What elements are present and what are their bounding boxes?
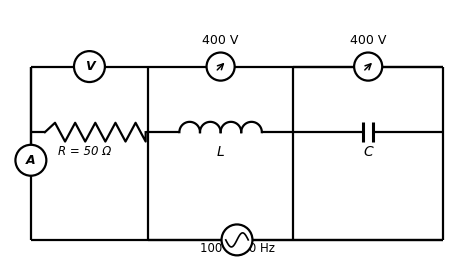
Circle shape — [16, 145, 46, 176]
Circle shape — [207, 52, 235, 81]
Text: R = 50 Ω: R = 50 Ω — [58, 145, 111, 158]
Text: V: V — [85, 60, 94, 73]
Circle shape — [354, 52, 382, 81]
Circle shape — [221, 224, 253, 255]
Circle shape — [74, 51, 105, 82]
Text: 100 V, 50 Hz: 100 V, 50 Hz — [200, 242, 274, 255]
Text: A: A — [26, 154, 36, 167]
Text: C: C — [363, 145, 373, 159]
Text: 400 V: 400 V — [202, 34, 239, 47]
Text: 400 V: 400 V — [350, 34, 386, 47]
Text: L: L — [217, 145, 225, 159]
